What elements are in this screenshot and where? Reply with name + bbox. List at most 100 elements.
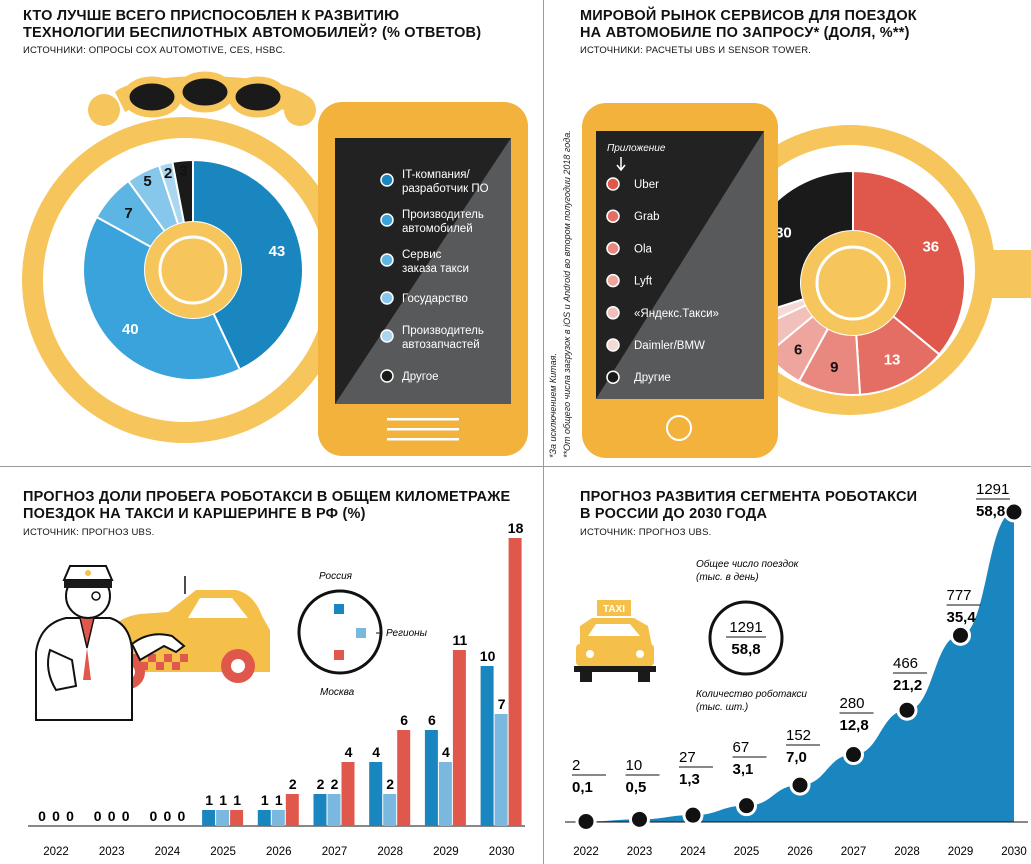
bl-bar-россия-2026 [257,810,271,826]
tr-wheel-hub [801,231,905,335]
bl-value-регионы-2027: 2 [331,776,339,792]
tr-legend-dot-2 [606,241,620,256]
tr-title: МИРОВОЙ РЫНОК СЕРВИСОВ ДЛЯ ПОЕЗДОК НА АВТ… [580,8,917,41]
bl-value-москва-2027: 4 [345,744,353,760]
br-key-top-unit: (тыс. в день) [696,572,759,583]
tl-legend-label-0: IT-компания/ [402,169,471,181]
br-point-2024 [682,804,704,826]
bl-title: ПРОГНОЗ ДОЛИ ПРОБЕГА РОБОТАКСИ В ОБЩЕМ К… [23,489,511,522]
bl-bar-россия-2027 [313,794,327,826]
bl-year-2028: 2028 [377,846,403,858]
tl-donut-chart: 43 40 75 2 3 [82,158,304,381]
bl-value-регионы-2029: 4 [442,744,450,760]
tl-legend-dot-4 [380,329,394,343]
br-source: ИСТОЧНИК: ПРОГНОЗ UBS. [580,527,712,538]
bl-bar-россия-2030 [480,666,494,826]
bl-bar-москва-2025 [230,810,244,826]
tl-source: ИСТОЧНИКИ: ОПРОСЫ COX AUTOMOTIVE, CES, H… [23,45,286,56]
br-trips-2025: 67 [733,739,750,756]
tr-legend-dot-1 [606,209,620,223]
br-trips-2024: 27 [679,749,696,766]
bl-value-россия-2026: 1 [261,792,269,808]
br-cars-2027: 12,8 [840,717,869,734]
br-point-2022 [575,810,597,832]
tr-legend-label-lyft: Lyft [634,276,653,288]
tr-legend-header: Приложение [607,143,666,154]
br-point-2030 [1003,501,1025,523]
bl-value-москва-2030: 18 [508,520,524,536]
tl-legend-label-5: Другое [402,371,439,383]
tl-legend-dot-2 [380,253,394,267]
br-trips-2027: 280 [840,695,865,712]
br-cars-2026: 7,0 [786,749,807,766]
tr-legend-dot-4 [606,306,620,320]
br-key-top-label: Общее число поездок [696,558,800,570]
tl-slice-label-0: 43 [269,243,286,260]
tl-wheel-hub [145,222,241,318]
br-year-2028: 2028 [894,846,920,858]
bl-bar-регионы-2026 [271,810,285,826]
bl-key-russia-swatch [334,604,344,614]
tr-legend-label-daimler-bmw: Daimler/BMW [634,340,705,352]
bl-value-регионы-2025: 1 [219,792,227,808]
horizontal-divider [0,466,1031,467]
bl-value-россия-2027: 2 [317,776,325,792]
bl-year-2029: 2029 [433,846,459,858]
tr-slice-label-6: 30 [775,224,792,241]
br-trips-2030: 1291 [976,481,1009,498]
br-year-2025: 2025 [734,846,760,858]
tl-legend-dot-0 [380,173,394,187]
tl-slice-label-2: 7 [124,205,132,222]
br-year-2026: 2026 [787,846,813,858]
bl-year-2022: 2022 [43,846,69,858]
bl-value-москва-2025: 1 [233,792,241,808]
br-key-bottom-unit: (тыс. шт.) [696,702,748,713]
tl-legend: IT-компания/разработчик ПО Производитель а… [380,169,489,383]
bl-value-россия-2025: 1 [205,792,213,808]
br-trips-2026: 152 [786,727,811,744]
br-point-2028 [896,699,918,721]
bl-value-россия-2030: 10 [480,648,496,664]
br-cars-2023: 0,5 [626,779,647,796]
bl-value-москва-2023: 0 [122,808,130,824]
br-cars-2028: 21,2 [893,677,922,694]
bl-value-регионы-2022: 0 [52,808,60,824]
bl-bar-москва-2027 [341,762,355,826]
br-taxi-sign: TAXI [603,604,625,615]
br-year-2029: 2029 [948,846,974,858]
bl-year-2027: 2027 [322,846,348,858]
bl-source: ИСТОЧНИК: ПРОГНОЗ UBS. [23,527,155,538]
tr-phone [582,103,778,458]
tr-slice-label-1: 13 [884,352,901,369]
bl-value-регионы-2030: 7 [498,696,506,712]
tr-slice-label-2: 9 [830,359,838,376]
bl-year-2023: 2023 [99,846,125,858]
bl-value-россия-2023: 0 [94,808,102,824]
br-cars-2022: 0,1 [572,779,593,796]
tr-legend-label-ola: Ola [634,243,653,255]
br-trips-2023: 10 [626,757,643,774]
tr-footnote-2: **От общего числа загрузок в iOS и Andro… [562,130,572,458]
bl-key-regions-label: Регионы [386,628,428,639]
bl-bar-регионы-2025 [216,810,230,826]
bl-bar-москва-2030 [508,538,522,826]
bl-key-moscow-label: Москва [320,687,355,698]
bl-key-russia-label: Россия [319,571,353,582]
tl-slice-label-4: 2 [164,165,172,182]
bl-value-москва-2029: 11 [452,632,467,648]
bl-value-москва-2028: 6 [400,712,408,728]
tl-legend-label-2: Сервис [402,249,442,261]
br-trips-2029: 777 [947,587,972,604]
bl-bar-регионы-2029 [438,762,452,826]
br-trips-2028: 466 [893,655,918,672]
br-key-bottom-label: Количество роботакси [696,688,807,700]
br-year-2023: 2023 [627,846,653,858]
tr-legend-dot-3 [606,273,620,288]
bl-value-москва-2024: 0 [178,808,186,824]
tr-legend: Приложение Uber Grab Ola Lyft «Яндекс.Такси»… [606,143,719,384]
br-cars-2030: 58,8 [976,503,1005,520]
bl-bar-москва-2029 [452,650,466,826]
tl-slice-label-1: 40 [122,321,139,338]
tl-legend-label-4: Производитель [402,325,484,337]
tr-donut-chart: 3613964230 [740,169,966,396]
